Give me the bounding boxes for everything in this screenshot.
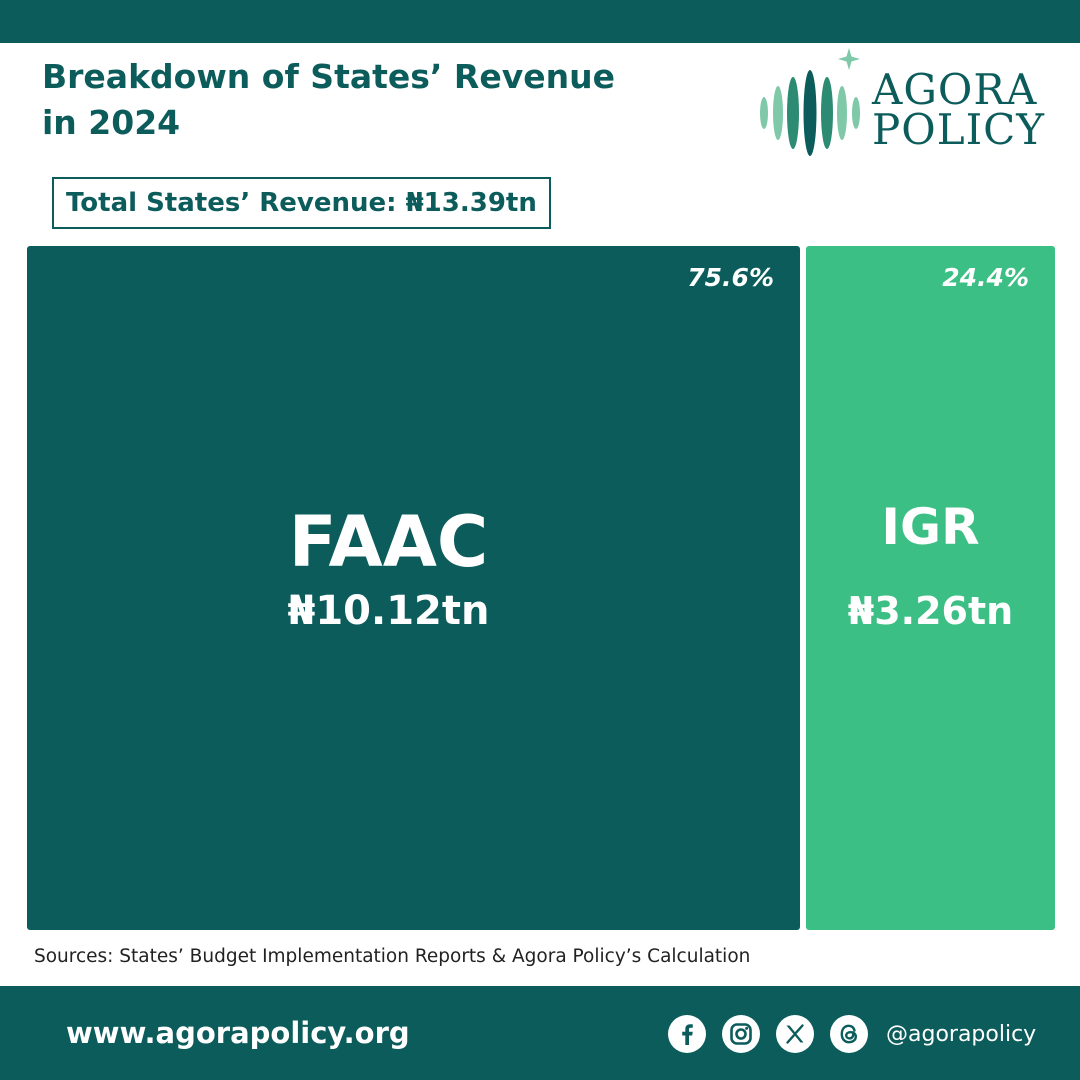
chart-title: Breakdown of States’ Revenue in 2024 — [42, 54, 722, 146]
title-line-1: Breakdown of States’ Revenue — [42, 57, 615, 96]
total-revenue-box: Total States’ Revenue: ₦13.39tn — [52, 177, 551, 229]
share-label-igr: 24.4% — [942, 263, 1029, 292]
title-line-2: in 2024 — [42, 103, 181, 142]
treemap-block-igr — [806, 246, 1055, 930]
value-label-igr: ₦3.26tn — [848, 589, 1013, 633]
category-label-igr: IGR — [881, 498, 979, 556]
logo-wordmark: AGORA POLICY — [872, 65, 1046, 154]
agora-policy-logo: AGORA POLICY — [752, 44, 1072, 164]
total-revenue-label: Total States’ Revenue: ₦13.39tn — [66, 188, 537, 218]
footer-band: www.agorapolicy.org @agorapolicy — [0, 986, 1080, 1080]
logo-line-2: POLICY — [872, 105, 1046, 154]
social-links: @agorapolicy — [668, 1015, 1036, 1053]
source-note: Sources: States’ Budget Implementation R… — [34, 946, 751, 967]
value-label-faac: ₦10.12tn — [288, 588, 490, 634]
threads-icon[interactable] — [830, 1015, 868, 1053]
facebook-icon[interactable] — [668, 1015, 706, 1053]
social-handle[interactable]: @agorapolicy — [886, 1021, 1037, 1047]
share-label-faac: 75.6% — [687, 263, 774, 292]
logo-line-1: AGORA — [872, 65, 1038, 114]
x-icon[interactable] — [776, 1015, 814, 1053]
instagram-icon[interactable] — [722, 1015, 760, 1053]
category-label-faac: FAAC — [289, 501, 489, 583]
top-band — [0, 0, 1080, 43]
treemap-block-faac — [27, 246, 800, 930]
logo-mark-icon — [760, 48, 860, 156]
website-link[interactable]: www.agorapolicy.org — [66, 1016, 410, 1050]
